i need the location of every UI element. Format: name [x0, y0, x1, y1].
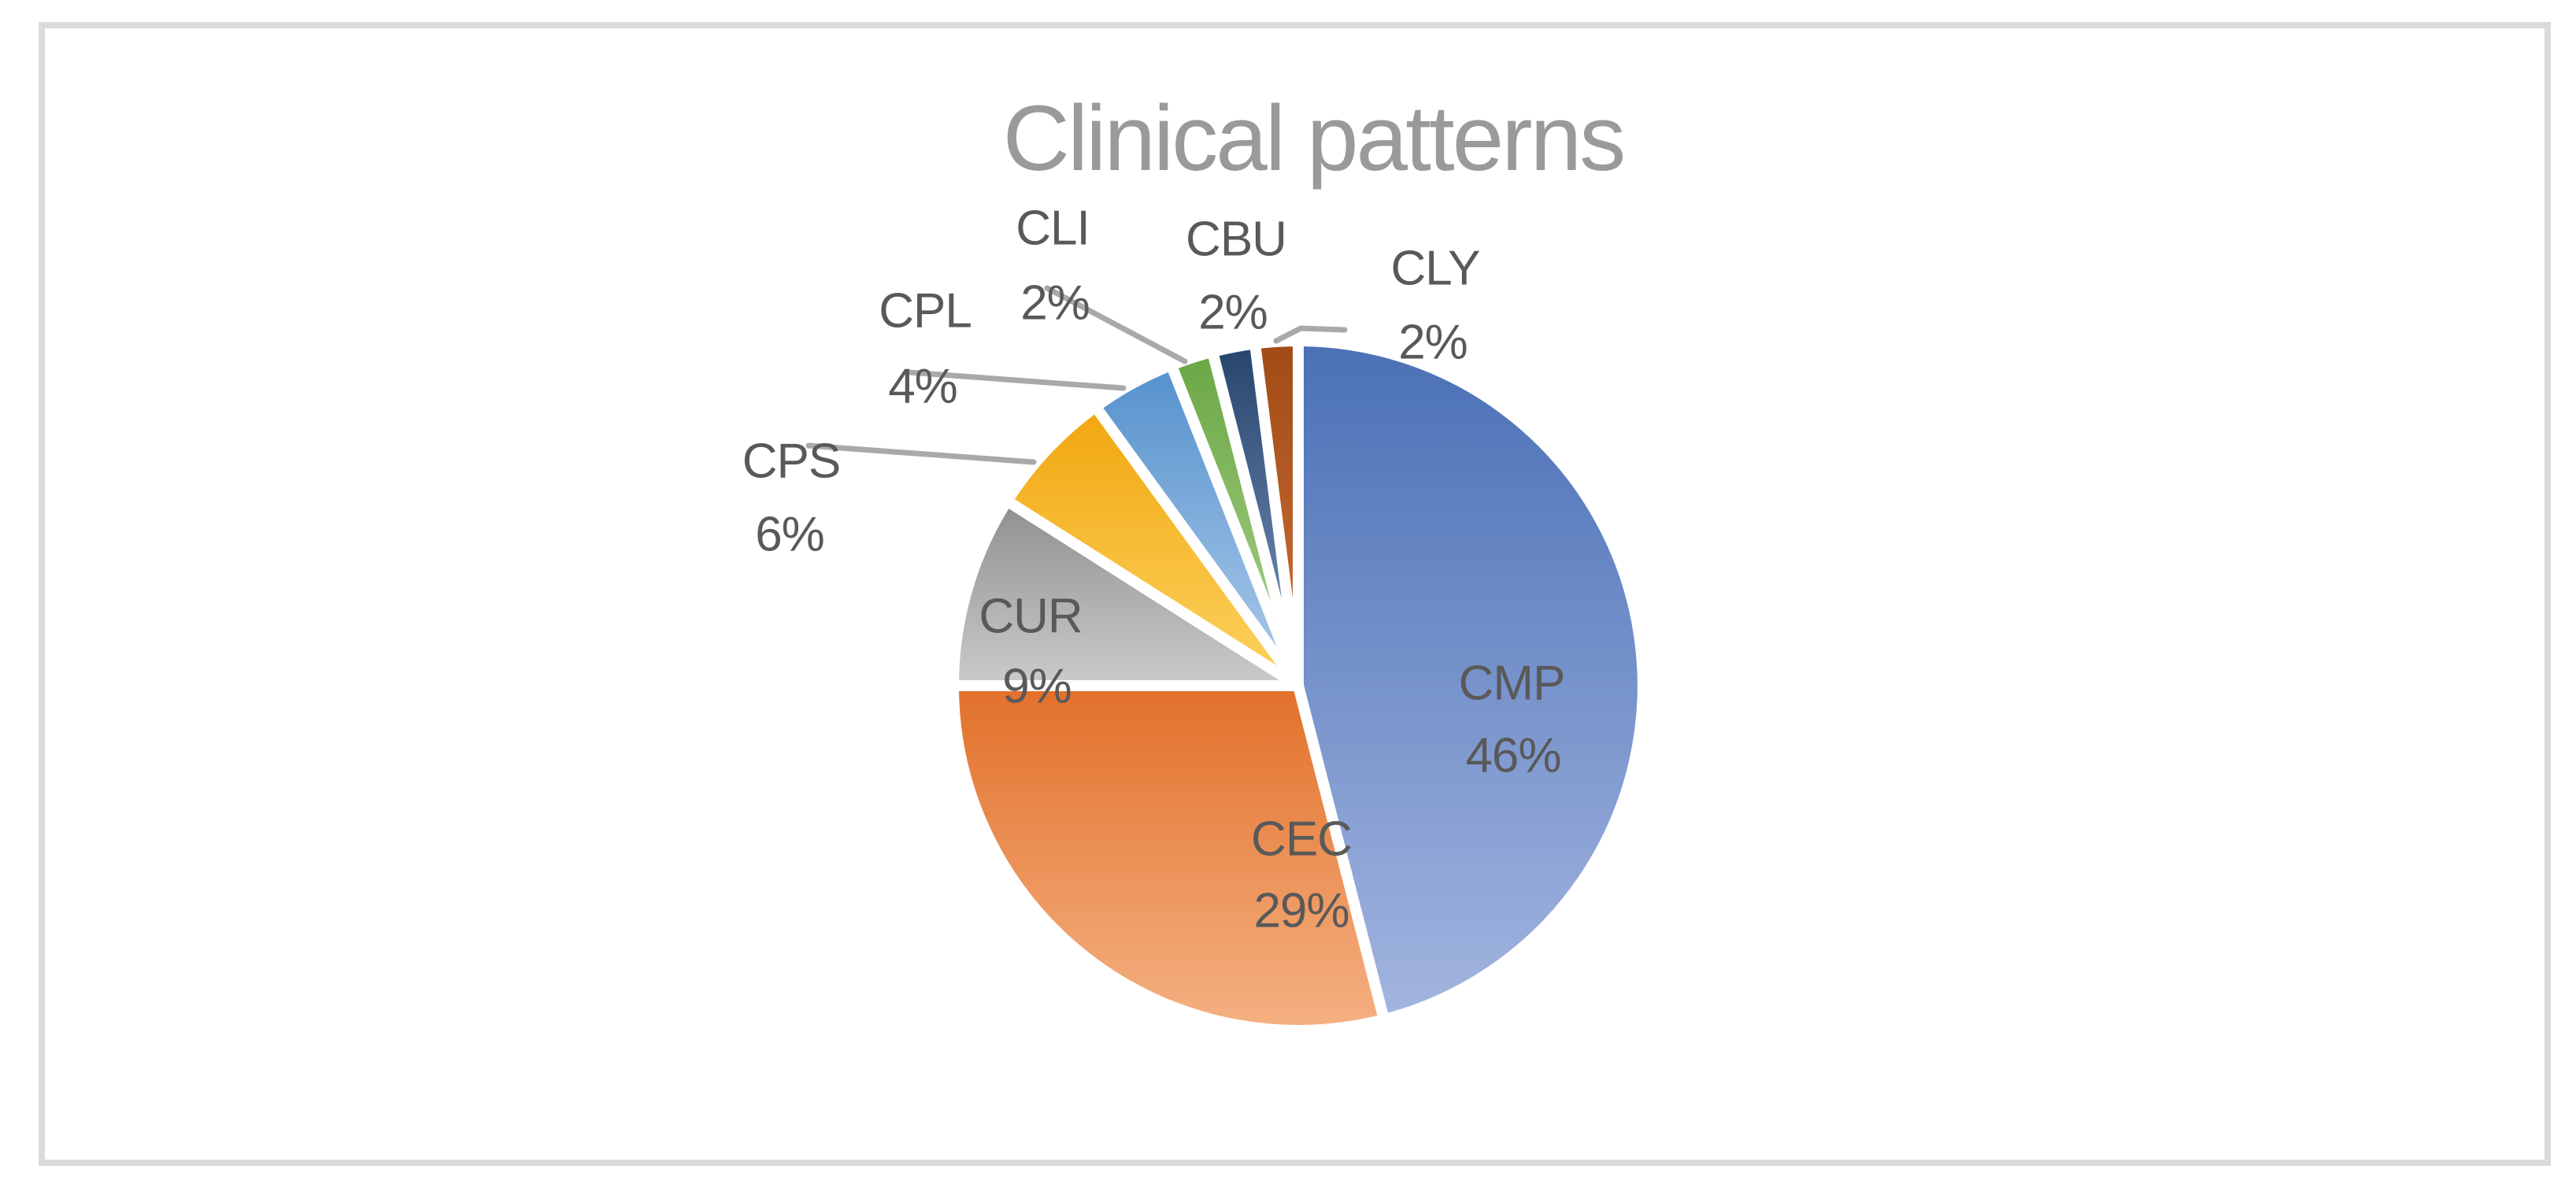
- data-label-CPS-pct: 6%: [755, 508, 824, 562]
- data-label-CMP-name: CMP: [1459, 657, 1565, 711]
- data-label-CLY-pct: 2%: [1398, 316, 1468, 370]
- leader-line-CLI: [1044, 285, 1188, 364]
- data-label-CUR-pct: 9%: [1002, 660, 1071, 714]
- pie-slice-CMP: [1293, 335, 1649, 1026]
- data-label-CLI-pct: 2%: [1020, 276, 1090, 331]
- data-label-CLI-name: CLI: [1016, 202, 1089, 256]
- leader-lines-layer: [805, 285, 1348, 465]
- data-label-CPL-pct: 4%: [888, 360, 957, 414]
- data-label-CPL-name: CPL: [879, 284, 972, 339]
- leader-line-CPL: [906, 369, 1127, 391]
- leader-line-CPS: [805, 442, 1037, 465]
- data-label-CBU-pct: 2%: [1198, 286, 1268, 340]
- pie-slice-CEC: [948, 680, 1390, 1036]
- data-label-CUR-name: CUR: [979, 590, 1082, 644]
- pie-slice-CUR: [948, 495, 1304, 691]
- data-label-CMP-pct: 46%: [1465, 729, 1560, 783]
- data-label-CPS-name: CPS: [742, 435, 840, 489]
- data-labels-layer: CMP 46% CEC 29% CUR 9% CPS 6% CPL 4% CLI 2% CBU 2% CLY…: [742, 202, 1566, 938]
- leader-line-CLY: [1273, 325, 1348, 344]
- data-label-CEC-pct: 29%: [1253, 884, 1349, 938]
- data-label-CLY-name: CLY: [1390, 242, 1479, 296]
- chart-title: Clinical patterns: [1002, 87, 1626, 191]
- pie-slices-layer: [948, 335, 1649, 1036]
- data-label-CBU-name: CBU: [1186, 213, 1286, 267]
- data-label-CEC-name: CEC: [1251, 812, 1352, 867]
